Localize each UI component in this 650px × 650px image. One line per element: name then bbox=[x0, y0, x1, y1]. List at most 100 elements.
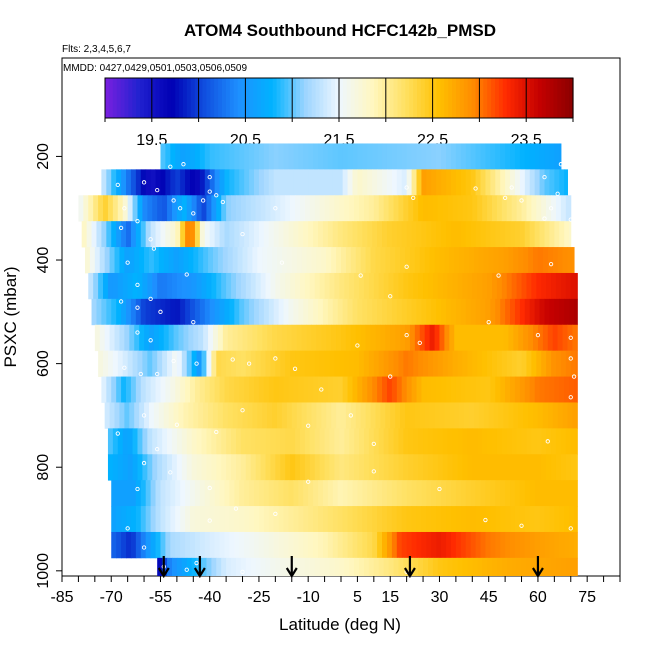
heatmap-cell bbox=[457, 272, 463, 300]
heatmap-cell bbox=[239, 221, 245, 248]
heatmap-cell bbox=[572, 402, 578, 429]
heatmap-cell bbox=[293, 169, 299, 196]
heatmap-cell bbox=[462, 350, 468, 377]
heatmap-cell bbox=[565, 195, 572, 222]
heatmap-cell bbox=[148, 402, 155, 429]
heatmap-cell bbox=[485, 221, 491, 248]
heatmap-cell bbox=[250, 195, 257, 222]
heatmap-cell bbox=[112, 195, 119, 222]
heatmap-cell bbox=[291, 324, 298, 352]
heatmap-cell bbox=[196, 272, 202, 300]
colorbar-swatch bbox=[194, 78, 200, 118]
heatmap-cell bbox=[193, 324, 199, 352]
heatmap-cell bbox=[273, 298, 280, 326]
heatmap-cell bbox=[137, 195, 143, 222]
heatmap-cell bbox=[449, 247, 455, 274]
heatmap-cell bbox=[288, 506, 294, 533]
heatmap-cell bbox=[252, 247, 258, 274]
heatmap-cell bbox=[488, 324, 495, 352]
heatmap-cell bbox=[319, 557, 326, 576]
heatmap-cell bbox=[140, 376, 147, 403]
heatmap-cell bbox=[434, 324, 440, 352]
heatmap-cell bbox=[426, 221, 432, 248]
heatmap-cell bbox=[409, 324, 416, 352]
heatmap-cell bbox=[544, 506, 550, 533]
heatmap-cell bbox=[382, 506, 388, 533]
heatmap-cell bbox=[306, 324, 312, 352]
heatmap-cell bbox=[326, 402, 332, 429]
heatmap-cell bbox=[441, 298, 447, 326]
heatmap-cell bbox=[114, 247, 120, 274]
heatmap-cell bbox=[519, 143, 526, 170]
heatmap-cell bbox=[178, 247, 184, 274]
heatmap-cell bbox=[342, 480, 349, 507]
heatmap-cell bbox=[180, 376, 186, 403]
x-axis: -85 -70 -55 -40 -25 -10 5 15 30 45 60 75 bbox=[50, 576, 621, 606]
heatmap-cell bbox=[111, 298, 117, 326]
heatmap-cell bbox=[378, 195, 385, 222]
heatmap-cell bbox=[258, 298, 265, 326]
heatmap-cell bbox=[226, 428, 232, 455]
heatmap-cell bbox=[229, 221, 235, 248]
colorbar-swatch bbox=[358, 78, 363, 118]
colorbar-swatch bbox=[534, 78, 539, 118]
heatmap-cell bbox=[170, 506, 176, 533]
heatmap-cell bbox=[421, 143, 427, 170]
heatmap-cell bbox=[244, 531, 250, 559]
heatmap-cell bbox=[117, 454, 124, 481]
heatmap-cell bbox=[194, 506, 201, 533]
heatmap-cell bbox=[408, 350, 414, 377]
sample-marker bbox=[194, 560, 199, 566]
heatmap-cell bbox=[457, 454, 463, 481]
heatmap-cell bbox=[160, 376, 166, 403]
heatmap-cell bbox=[170, 531, 176, 559]
heatmap-cell bbox=[393, 454, 399, 481]
heatmap-cell bbox=[396, 531, 403, 559]
colorbar-swatch bbox=[541, 78, 547, 118]
heatmap-cell bbox=[375, 247, 381, 274]
heatmap-cell bbox=[437, 195, 444, 222]
heatmap-cell bbox=[562, 402, 568, 429]
heatmap-cell bbox=[426, 169, 432, 196]
heatmap-cell bbox=[488, 402, 495, 429]
sample-marker bbox=[184, 272, 189, 277]
heatmap-cell bbox=[226, 557, 232, 576]
heatmap-cell bbox=[377, 143, 383, 170]
heatmap-cell bbox=[175, 506, 181, 533]
heatmap-cell bbox=[331, 247, 337, 274]
heatmap-cell bbox=[283, 506, 289, 533]
sample-marker bbox=[184, 567, 189, 572]
heatmap-cell bbox=[160, 480, 166, 507]
heatmap-cell bbox=[157, 350, 163, 377]
heatmap-cell bbox=[337, 376, 344, 403]
heatmap-cell bbox=[485, 143, 491, 170]
heatmap-cell bbox=[452, 557, 459, 576]
heatmap-cell bbox=[78, 195, 84, 222]
heatmap-cell bbox=[403, 272, 409, 300]
colorbar-swatch bbox=[569, 78, 574, 118]
heatmap-cell bbox=[354, 428, 360, 455]
heatmap-cell bbox=[470, 480, 477, 507]
heatmap-cell bbox=[142, 454, 148, 481]
heatmap-cell bbox=[569, 298, 575, 326]
heatmap-cell bbox=[247, 402, 253, 429]
heatmap-cell bbox=[231, 350, 237, 377]
heatmap-cell bbox=[544, 143, 550, 170]
heatmap-cell bbox=[411, 221, 417, 248]
heatmap-cell bbox=[334, 195, 340, 222]
heatmap-cell bbox=[401, 506, 408, 533]
heatmap-cell bbox=[116, 506, 122, 533]
heatmap-cell bbox=[186, 557, 193, 576]
heatmap-cell bbox=[383, 195, 390, 222]
heatmap-cell bbox=[155, 531, 161, 559]
heatmap-cell bbox=[373, 350, 380, 377]
heatmap-cell bbox=[342, 506, 349, 533]
heatmap-cell bbox=[153, 324, 160, 352]
heatmap-cell bbox=[439, 402, 445, 429]
heatmap-cell bbox=[396, 298, 403, 326]
heatmap-cell bbox=[288, 376, 294, 403]
heatmap-cell bbox=[574, 298, 578, 326]
heatmap-cell bbox=[291, 247, 298, 274]
heatmap-cell bbox=[534, 221, 541, 248]
heatmap-cell bbox=[446, 480, 452, 507]
